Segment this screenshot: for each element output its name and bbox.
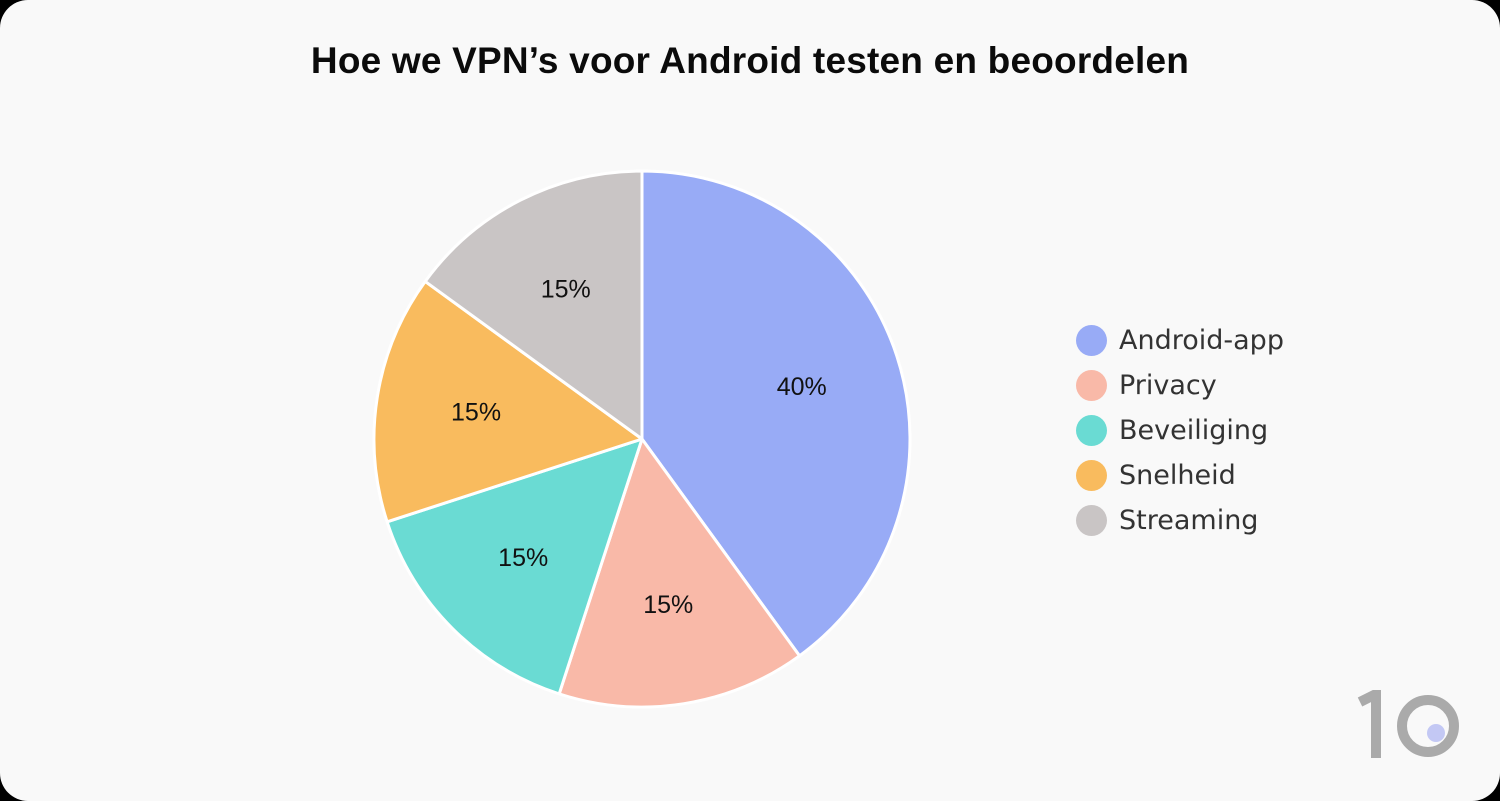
legend-label: Snelheid bbox=[1119, 460, 1236, 491]
legend-label: Android-app bbox=[1119, 325, 1284, 356]
legend-label: Beveiliging bbox=[1119, 415, 1269, 446]
slice-value-label: 40% bbox=[777, 373, 827, 401]
pie-slice-streaming bbox=[423, 169, 644, 441]
chart-title: Hoe we VPN’s voor Android testen en beoo… bbox=[310, 40, 1190, 81]
legend-label: Streaming bbox=[1119, 505, 1259, 536]
legend-swatch bbox=[1076, 325, 1107, 356]
legend-swatch bbox=[1076, 370, 1107, 401]
pie-slice-android-app bbox=[640, 169, 912, 658]
pie-slice-privacy bbox=[557, 437, 802, 709]
pie-slice-snelheid bbox=[372, 279, 644, 524]
slice-value-label: 15% bbox=[498, 544, 548, 572]
legend-item: Streaming bbox=[1076, 498, 1336, 543]
slice-value-label: 15% bbox=[451, 399, 501, 427]
legend-item: Beveiliging bbox=[1076, 408, 1336, 453]
logo-digit-one bbox=[1357, 690, 1381, 758]
legend-swatch bbox=[1076, 415, 1107, 446]
legend-item: Snelheid bbox=[1076, 453, 1336, 498]
legend-label: Privacy bbox=[1119, 370, 1217, 401]
logo-dot bbox=[1427, 724, 1445, 742]
top10vpn-logo bbox=[1357, 690, 1459, 758]
slice-value-label: 15% bbox=[541, 275, 591, 303]
legend-swatch bbox=[1076, 505, 1107, 536]
legend-swatch bbox=[1076, 460, 1107, 491]
logo-digit-zero bbox=[1397, 695, 1459, 757]
pie-slice-beveiliging bbox=[385, 437, 644, 696]
legend-item: Android-app bbox=[1076, 318, 1336, 363]
legend-item: Privacy bbox=[1076, 363, 1336, 408]
chart-legend: Android-app Privacy Beveiliging Snelheid Str… bbox=[1076, 318, 1336, 543]
slice-value-label: 15% bbox=[643, 591, 693, 619]
